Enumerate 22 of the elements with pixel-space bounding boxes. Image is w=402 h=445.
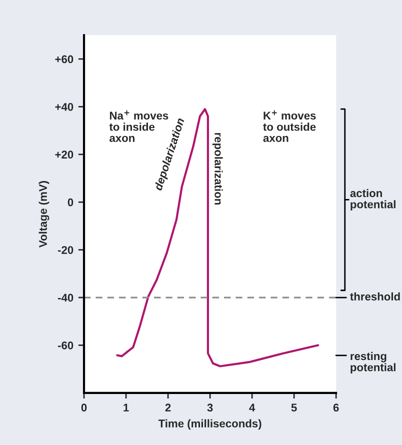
- y-tick-label: 0: [68, 198, 74, 206]
- y-tick-label: +40: [55, 102, 74, 111]
- y-axis-title: Voltage (mV): [38, 181, 50, 248]
- y-tick-label: -60: [58, 342, 74, 350]
- x-tick-label: 2: [165, 404, 171, 412]
- x-tick-label: 0: [81, 404, 87, 412]
- x-tick-label: 1: [124, 404, 129, 412]
- x-tick-label: 5: [291, 404, 297, 412]
- annotation: K$^{+}$ moves to outside axon: [263, 110, 316, 142]
- y-tick-label: +60: [55, 55, 74, 64]
- ref-line-label: threshold: [350, 292, 400, 301]
- x-tick-label: 3: [207, 404, 213, 412]
- text: resting potential: [350, 352, 396, 374]
- x-tick-label: 6: [333, 404, 339, 412]
- y-tick-label: -40: [58, 294, 74, 302]
- y-tick-label: +20: [55, 150, 74, 159]
- text: action potential: [350, 188, 396, 210]
- annotation: repolarization: [212, 133, 223, 204]
- y-tick-label: -20: [58, 246, 74, 254]
- annotation: Na$^{+}$ moves to inside axon: [109, 110, 168, 142]
- x-tick-label: 4: [249, 404, 256, 412]
- x-axis-title: Time (milliseconds): [158, 419, 262, 430]
